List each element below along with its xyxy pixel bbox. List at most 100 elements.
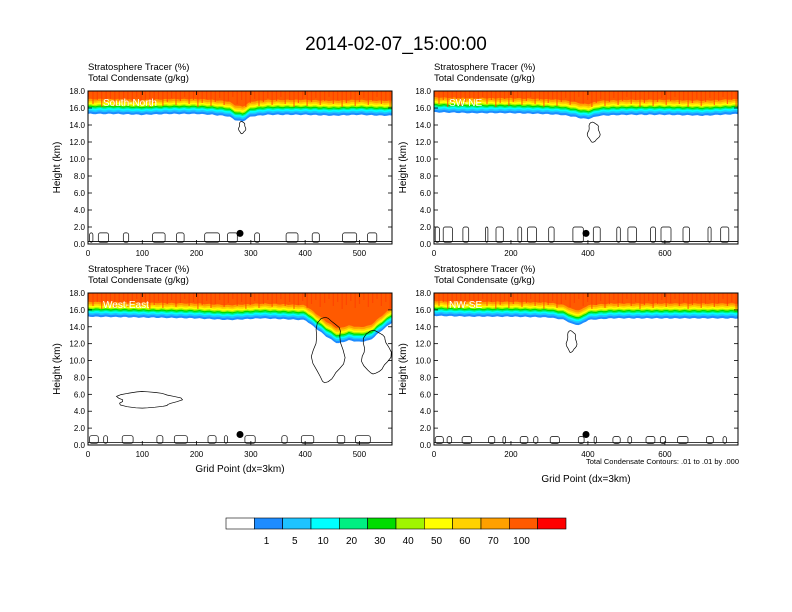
tracer-streak [578,91,580,97]
tracer-streak [460,91,462,106]
tracer-streak [595,293,597,305]
tracer-streak [565,91,567,98]
tracer-streak [358,91,361,102]
tracer-streak [595,91,597,103]
condensate-contour [462,226,470,243]
tracer-streak [123,293,125,300]
condensate-contour [527,226,537,243]
x-tick-label: 600 [658,249,672,258]
condensate-contour [156,435,164,444]
x-tick-label: 0 [432,450,437,459]
tracer-streak [503,91,506,99]
y-tick-label: 0.0 [74,240,86,249]
y-tick-label: 16.0 [415,306,431,315]
x-tick-label: 400 [298,249,312,258]
tracer-streak [372,293,374,303]
condensate-contour [442,226,453,243]
colorbar-swatch [310,517,340,530]
tracer-streak [704,293,707,304]
tracer-streak [118,293,120,304]
tracer-streak [582,293,584,306]
tracer-streak [713,91,715,105]
condensate-contour [461,436,473,444]
tracer-streak [236,293,238,306]
condensate-contour [355,435,371,444]
tracer-streak [297,293,299,305]
condensate-contour [204,232,220,243]
tracer-streak [328,293,330,299]
tracer-streak [538,91,541,100]
y-axis-label: Height (km) [52,343,63,395]
tracer-streak [306,91,308,106]
tracer-streak [621,91,624,101]
tracer-streak [451,91,453,103]
tracer-streak [700,293,702,308]
tracer-streak [621,293,624,303]
tracer-streak [477,91,479,101]
condensate-contour [97,232,109,243]
tracer-streak [726,293,728,306]
tracer-streak [149,91,151,107]
tracer-streak [591,293,593,309]
tracer-streak [315,293,317,300]
x-tick-label: 0 [86,450,91,459]
tracer-streak [302,91,304,99]
colorbar-swatch [423,517,453,530]
tracer-streak [188,91,190,104]
tracer-streak [648,91,650,99]
tracer-streak [635,293,637,302]
tracer-streak [643,293,645,305]
tracer-streak [162,293,164,308]
tracer-streak [179,293,181,303]
tracer-streak [140,91,142,104]
y-tick-label: 12.0 [69,138,85,147]
tracer-streak [656,91,659,102]
tracer-streak [214,91,216,102]
tracer-streak [210,293,212,308]
tracer-streak [670,91,672,101]
y-tick-label: 2.0 [74,223,86,232]
condensate-contour [706,436,714,444]
section-label: SW-NE [449,98,482,109]
y-tick-label: 2.0 [420,424,432,433]
tracer-streak [639,293,641,309]
tracer-streak [184,293,186,299]
y-tick-label: 0.0 [420,441,432,450]
condensate-contour [310,316,346,384]
panel-header-tracer: Stratosphere Tracer (%) [88,264,189,275]
x-tick-label: 300 [244,249,258,258]
tracer-band-10 [88,293,392,329]
tracer-streak [324,91,326,101]
tracer-streak [670,293,672,303]
tracer-streak [319,293,321,307]
tracer-streak [310,293,313,304]
tracer-streak [499,91,501,103]
tracer-streak [495,293,497,309]
tracer-streak [267,293,269,300]
tracer-streak [652,91,654,106]
tracer-streak [96,293,98,302]
tracer-streak [131,91,133,101]
tracer-streak [289,293,291,302]
tracer-streak [587,91,589,100]
tracer-streak [512,91,514,102]
y-tick-label: 6.0 [420,189,432,198]
colorbar-label: 100 [513,536,530,547]
tracer-streak [482,91,484,97]
tracer-streak [547,293,549,305]
tracer-streak [447,91,449,107]
tracer-field [88,293,392,444]
condensate-contour [720,226,730,243]
tracer-streak [245,293,247,309]
tracer-streak [495,91,497,107]
tracer-streak [380,91,382,104]
tracer-streak [560,293,562,304]
y-axis-label: Height (km) [398,343,409,395]
tracer-streak [232,91,234,97]
tracer-streak [442,293,444,302]
y-tick-label: 10.0 [69,357,85,366]
tracer-streak [144,91,146,100]
condensate-contour [152,232,166,243]
tracer-streak [214,293,216,304]
tracer-streak [630,293,632,306]
